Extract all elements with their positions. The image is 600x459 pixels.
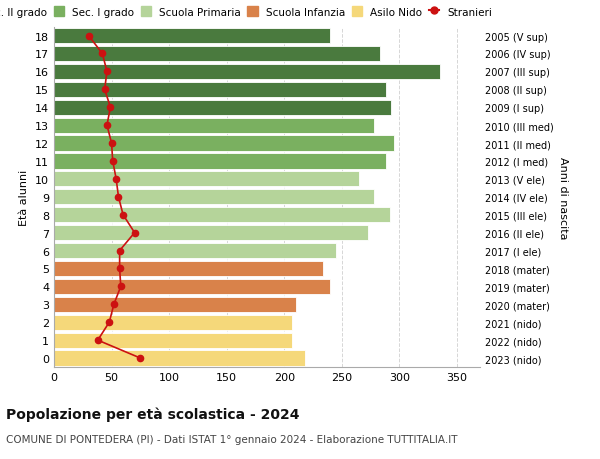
Bar [54, 136, 394, 151]
Bar [54, 225, 368, 241]
Bar [54, 118, 374, 134]
Bar [54, 279, 331, 294]
Bar [54, 154, 386, 169]
Bar [54, 315, 292, 330]
Bar [54, 172, 359, 187]
Bar [54, 83, 386, 98]
Y-axis label: Età alunni: Età alunni [19, 169, 29, 225]
Bar [54, 47, 380, 62]
Bar [54, 29, 331, 44]
Bar [54, 243, 336, 258]
Legend: Sec. II grado, Sec. I grado, Scuola Primaria, Scuola Infanzia, Asilo Nido, Stran: Sec. II grado, Sec. I grado, Scuola Prim… [0, 5, 494, 20]
Bar [54, 297, 296, 312]
Bar [54, 333, 292, 348]
Text: COMUNE DI PONTEDERA (PI) - Dati ISTAT 1° gennaio 2024 - Elaborazione TUTTITALIA.: COMUNE DI PONTEDERA (PI) - Dati ISTAT 1°… [6, 434, 458, 444]
Bar [54, 65, 440, 80]
Bar [54, 207, 390, 223]
Bar [54, 101, 391, 116]
Y-axis label: Anni di nascita: Anni di nascita [557, 156, 568, 239]
Bar [54, 261, 323, 276]
Bar [54, 190, 374, 205]
Text: Popolazione per età scolastica - 2024: Popolazione per età scolastica - 2024 [6, 406, 299, 421]
Bar [54, 351, 305, 366]
